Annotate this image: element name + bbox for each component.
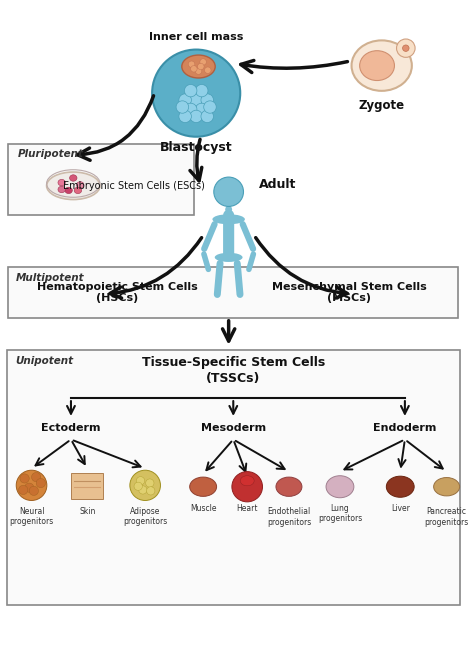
Circle shape — [36, 479, 46, 488]
Text: Ectoderm: Ectoderm — [41, 422, 100, 433]
Circle shape — [201, 110, 213, 123]
Circle shape — [190, 110, 202, 123]
Text: Blastocyst: Blastocyst — [160, 141, 232, 154]
Ellipse shape — [326, 476, 354, 498]
Ellipse shape — [386, 476, 414, 497]
Ellipse shape — [360, 51, 394, 81]
Circle shape — [32, 473, 41, 482]
Text: Adult: Adult — [259, 179, 296, 192]
Text: Skin: Skin — [79, 507, 95, 516]
Text: Endothelial
progenitors: Endothelial progenitors — [267, 508, 311, 527]
Circle shape — [204, 101, 216, 114]
Text: Neural
progenitors: Neural progenitors — [9, 507, 54, 526]
Text: Hematopoietic Stem Cells
(HSCs): Hematopoietic Stem Cells (HSCs) — [37, 282, 198, 304]
Circle shape — [179, 110, 191, 123]
Circle shape — [130, 470, 161, 501]
Circle shape — [179, 94, 191, 106]
Circle shape — [200, 59, 206, 65]
FancyArrowPatch shape — [243, 224, 253, 249]
Ellipse shape — [74, 187, 82, 194]
Circle shape — [190, 94, 202, 106]
Ellipse shape — [352, 41, 412, 91]
Text: Muscle: Muscle — [190, 504, 217, 513]
Text: Embryonic Stem Cells (ESCs): Embryonic Stem Cells (ESCs) — [63, 181, 204, 191]
FancyBboxPatch shape — [9, 144, 194, 215]
FancyArrowPatch shape — [249, 254, 254, 270]
Circle shape — [184, 103, 197, 115]
Text: Mesoderm: Mesoderm — [201, 422, 266, 433]
Text: Zygote: Zygote — [359, 99, 405, 112]
Circle shape — [397, 39, 415, 57]
FancyArrowPatch shape — [204, 254, 209, 270]
Ellipse shape — [190, 477, 217, 497]
Ellipse shape — [58, 179, 65, 186]
Circle shape — [146, 479, 154, 487]
Ellipse shape — [65, 187, 73, 194]
Ellipse shape — [46, 172, 100, 199]
Text: Adipose
progenitors: Adipose progenitors — [123, 507, 167, 526]
Circle shape — [29, 486, 38, 495]
Circle shape — [152, 50, 240, 137]
Circle shape — [188, 61, 195, 68]
Text: Unipotent: Unipotent — [15, 355, 73, 366]
FancyBboxPatch shape — [9, 268, 458, 318]
Text: Lung
progenitors: Lung progenitors — [318, 504, 362, 523]
Circle shape — [198, 63, 204, 70]
Text: (TSSCs): (TSSCs) — [206, 372, 261, 385]
Circle shape — [25, 483, 34, 492]
Text: Pluripotent: Pluripotent — [18, 149, 83, 159]
Ellipse shape — [434, 477, 460, 496]
Circle shape — [146, 487, 155, 495]
Circle shape — [195, 68, 202, 74]
Circle shape — [214, 177, 244, 206]
Ellipse shape — [215, 253, 243, 262]
FancyBboxPatch shape — [71, 473, 103, 499]
FancyArrowPatch shape — [237, 263, 240, 295]
Circle shape — [232, 471, 263, 502]
Circle shape — [204, 67, 211, 74]
Ellipse shape — [212, 214, 245, 224]
Circle shape — [176, 101, 189, 114]
Circle shape — [195, 103, 208, 115]
Circle shape — [137, 477, 145, 485]
Ellipse shape — [182, 55, 215, 78]
Ellipse shape — [76, 182, 84, 188]
Circle shape — [201, 94, 213, 106]
FancyBboxPatch shape — [7, 350, 460, 604]
FancyArrowPatch shape — [217, 263, 220, 295]
Text: Endoderm: Endoderm — [373, 422, 437, 433]
Circle shape — [191, 66, 197, 72]
Ellipse shape — [58, 186, 65, 193]
Text: Mesenchymal Stem Cells
(MSCs): Mesenchymal Stem Cells (MSCs) — [272, 282, 427, 304]
Ellipse shape — [240, 476, 254, 486]
Text: Inner cell mass: Inner cell mass — [149, 32, 243, 42]
Text: Pancreatic
progenitors: Pancreatic progenitors — [425, 508, 469, 527]
Text: Tissue-Specific Stem Cells: Tissue-Specific Stem Cells — [142, 355, 325, 368]
FancyArrowPatch shape — [204, 224, 215, 249]
Circle shape — [20, 474, 29, 483]
Ellipse shape — [70, 175, 77, 181]
Circle shape — [18, 485, 28, 495]
Circle shape — [16, 470, 47, 501]
Circle shape — [134, 482, 142, 490]
Text: Multipotent: Multipotent — [16, 273, 85, 283]
Circle shape — [184, 84, 197, 97]
Ellipse shape — [276, 477, 302, 497]
Text: Liver: Liver — [391, 504, 410, 513]
Circle shape — [139, 486, 147, 494]
Text: Heart: Heart — [237, 504, 258, 513]
Circle shape — [402, 45, 409, 52]
Circle shape — [195, 84, 208, 97]
